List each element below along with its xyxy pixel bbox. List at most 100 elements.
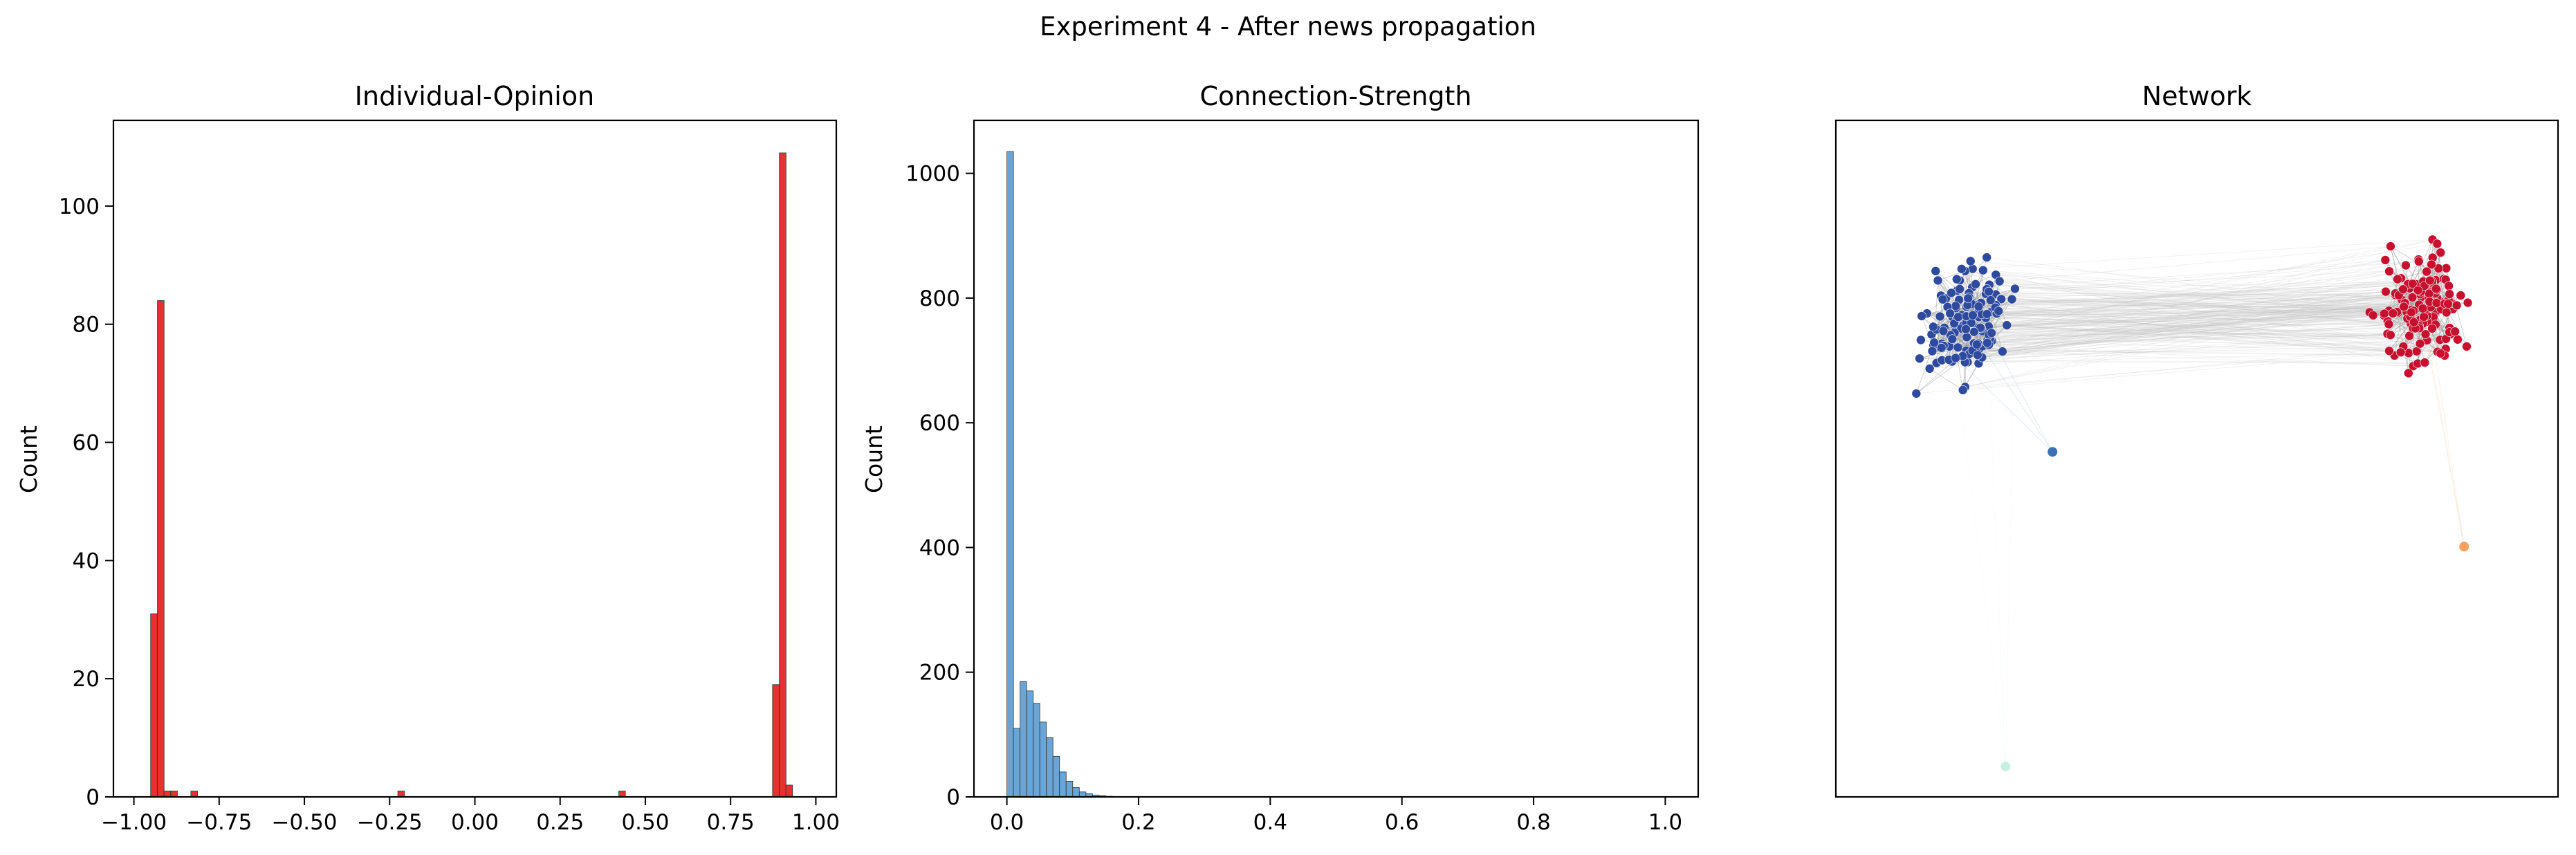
x-tick-label: 1.0	[1648, 810, 1682, 835]
network-edge	[1978, 311, 2370, 344]
network-node	[2453, 335, 2463, 344]
network-node	[1924, 364, 1935, 374]
network-edge	[1949, 293, 2450, 360]
network-edge	[1967, 284, 2417, 306]
network-edge	[2000, 298, 2419, 309]
network-node	[1982, 309, 1992, 319]
network-edge	[1987, 293, 2420, 341]
x-tick-label: −0.50	[272, 810, 338, 835]
network-edge	[1956, 284, 2408, 319]
y-tick-label: 20	[73, 667, 100, 692]
network-edge	[1978, 295, 2461, 311]
network-edge	[1971, 322, 2389, 351]
plot-frame	[112, 119, 838, 798]
network-edge	[1971, 261, 2419, 324]
network-node	[2404, 368, 2413, 378]
network-edge	[1978, 284, 2408, 307]
histogram-bar	[1052, 756, 1060, 798]
network-node	[1935, 311, 1945, 322]
network-edge	[1965, 283, 2413, 387]
network-node	[1947, 288, 1956, 298]
network-edge	[1965, 285, 2449, 387]
network-node	[2393, 274, 2402, 284]
network-edge	[1988, 281, 2424, 327]
network-node	[1996, 294, 2007, 304]
network-node	[2002, 320, 2012, 330]
network-node	[1929, 338, 1939, 348]
network-node	[1953, 312, 1963, 322]
network-edge	[1931, 304, 2420, 335]
network-edge	[1952, 316, 2433, 329]
network-edge	[1970, 260, 2402, 300]
network-edge	[1980, 318, 2424, 329]
network-edge	[2012, 299, 2436, 325]
network-edge	[1978, 349, 2445, 356]
network-edge	[1947, 291, 2422, 308]
x-tick-label: 1.00	[792, 810, 840, 835]
bars	[150, 152, 793, 798]
y-tick-label: 40	[73, 549, 100, 573]
network-edge	[1976, 306, 2404, 345]
network-edge	[1979, 295, 2461, 304]
network-edge	[1960, 279, 2433, 329]
network-node	[1945, 309, 1955, 318]
network-edge	[1978, 316, 2438, 353]
network-node	[1929, 322, 1938, 332]
network-edge	[1966, 310, 2389, 317]
network-edge	[1974, 302, 2405, 333]
histogram-bar	[1020, 681, 1027, 798]
network-node	[1972, 340, 1982, 349]
network-node	[2384, 266, 2394, 276]
network-edge	[1965, 297, 2429, 387]
network-node	[1973, 350, 1982, 360]
network-node	[1933, 275, 1943, 286]
network-edge	[1999, 281, 2413, 329]
network-edge	[1952, 239, 2433, 340]
network-edge	[1995, 280, 2430, 309]
network-edge	[2007, 306, 2429, 326]
network-node	[1968, 310, 1978, 320]
y-axis-label: Count	[15, 425, 42, 493]
network-node	[2404, 331, 2414, 341]
network-node	[2380, 255, 2391, 265]
network-node	[1927, 346, 1938, 356]
network-edge	[1978, 309, 2446, 349]
y-tick-label: 200	[919, 661, 960, 686]
y-tick-label: 100	[59, 194, 100, 219]
network-edge	[1955, 295, 2432, 315]
network-edge	[1926, 313, 1955, 333]
network-edge	[1963, 315, 2427, 327]
network-edge	[1976, 283, 2413, 345]
network-edge	[1955, 291, 2386, 315]
y-tick-label: 600	[919, 411, 960, 436]
network-edge	[1976, 302, 2468, 329]
histogram-bar	[1046, 737, 1054, 798]
network-edge	[1979, 288, 2404, 304]
network-edge	[1954, 314, 2427, 324]
network-edge	[2000, 298, 2411, 313]
network-edge	[1961, 268, 2427, 309]
network-edge	[1965, 350, 2389, 387]
network-edge	[1944, 315, 2373, 329]
network-node	[2398, 284, 2408, 295]
network-edge	[1962, 351, 2417, 391]
network-edge	[1920, 334, 2391, 340]
network-edge	[1933, 288, 2410, 346]
network-edge	[1991, 332, 2450, 335]
network-edge	[1950, 308, 2427, 314]
network-edge	[1933, 243, 2438, 327]
network-node-isolated	[2459, 542, 2469, 552]
network-edge	[1977, 340, 2427, 356]
network-edge	[1961, 328, 2447, 340]
network-node	[2381, 286, 2391, 297]
network-node	[1982, 338, 1992, 348]
x-tick-label: 0.8	[1516, 810, 1550, 835]
network-edge	[1929, 333, 2388, 369]
network-edge	[1978, 297, 2413, 318]
network-node	[2431, 298, 2442, 308]
x-tick-label: −1.00	[101, 810, 167, 835]
x-tick-label: 0.6	[1385, 810, 1419, 835]
network-edge	[1966, 280, 2430, 307]
network-edge	[1926, 313, 2447, 340]
network-edge	[1933, 297, 2413, 350]
